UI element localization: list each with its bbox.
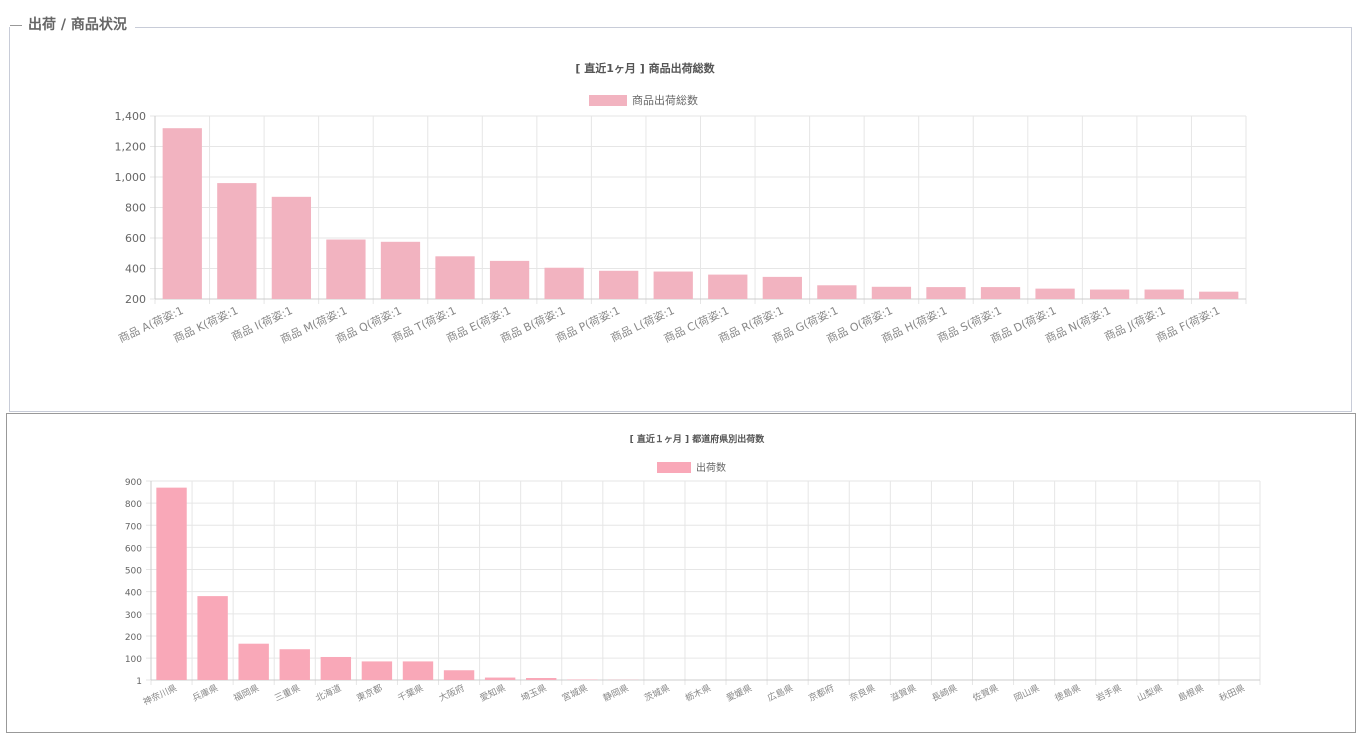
bar [526, 678, 557, 680]
prefecture-chart-panel: [ 直近１ヶ月 ] 都道府県別出荷数出荷数 1 100 200 300 400 500 600… [6, 413, 1356, 733]
bar [435, 256, 475, 299]
bar [361, 661, 393, 680]
x-tick-label: 兵庫県 [190, 682, 220, 704]
section-title: 出荷 / 商品状況 [28, 17, 127, 33]
bar [708, 274, 748, 299]
bar [1144, 289, 1184, 299]
bar [320, 656, 352, 680]
x-tick-label: 山梨県 [1135, 682, 1165, 704]
y-tick-label: 1,000 [115, 171, 147, 184]
y-tick-label: 100 [125, 655, 142, 665]
bar [326, 239, 366, 299]
legend-label: 出荷数 [696, 461, 726, 474]
y-tick-label: 400 [125, 263, 146, 276]
bar [871, 286, 912, 299]
x-tick-label: 岩手県 [1094, 682, 1124, 704]
x-tick-label: 茨城県 [642, 682, 672, 704]
x-tick-label: 島根県 [1176, 682, 1206, 704]
x-tick-label: 徳島県 [1053, 682, 1083, 704]
y-tick-label: 200 [125, 293, 146, 306]
x-tick-label: 長崎県 [930, 682, 960, 704]
bar [544, 267, 584, 299]
x-tick-label: 秋田県 [1217, 682, 1247, 704]
y-tick-label: 500 [125, 567, 142, 577]
bar [238, 643, 269, 680]
y-tick-label: 800 [125, 500, 142, 510]
section-frame [9, 27, 1352, 412]
y-tick-label: 1,200 [115, 141, 147, 154]
x-tick-label: 三重県 [272, 682, 302, 704]
y-tick-label: 300 [125, 611, 142, 621]
bar [271, 196, 312, 299]
y-tick-label: 400 [125, 589, 142, 599]
x-tick-label: 愛媛県 [724, 682, 754, 704]
bar [380, 241, 421, 299]
x-tick-label: 京都府 [806, 682, 836, 704]
bar [980, 287, 1021, 299]
bar [402, 661, 434, 680]
x-tick-label: 静岡県 [601, 682, 631, 704]
x-tick-label: 北海道 [314, 682, 344, 704]
bar [484, 677, 516, 680]
bar [489, 260, 530, 299]
bar [817, 285, 857, 299]
chart-title: [ 直近1ヶ月 ] 商品出荷総数 [575, 61, 715, 75]
bar [156, 487, 187, 680]
bar [1089, 289, 1130, 299]
y-tick-label: 600 [125, 232, 146, 245]
chart-title: [ 直近１ヶ月 ] 都道府県別出荷数 [630, 433, 766, 445]
bar [217, 183, 257, 299]
x-tick-label: 栃木県 [683, 682, 713, 704]
x-tick-label: 大阪府 [437, 682, 467, 704]
legend-swatch [589, 95, 627, 106]
bar [653, 271, 693, 299]
bar [1199, 291, 1239, 299]
y-tick-label: 900 [125, 478, 142, 488]
bar [162, 128, 202, 299]
x-tick-label: 広島県 [765, 682, 795, 704]
bar [762, 276, 802, 299]
x-tick-label: 神奈川県 [141, 682, 179, 708]
x-tick-label: 東京都 [355, 682, 385, 704]
bar [926, 287, 966, 299]
section-legend: 出荷 / 商品状況 [10, 16, 135, 34]
bar [197, 596, 228, 680]
x-tick-label: 愛知県 [478, 682, 508, 704]
bar [1035, 288, 1075, 299]
y-tick-label: 1,400 [115, 110, 147, 123]
y-tick-label: 1 [136, 677, 142, 687]
x-tick-label: 埼玉県 [519, 682, 549, 704]
y-tick-label: 800 [125, 202, 146, 215]
y-tick-label: 700 [125, 522, 142, 532]
x-tick-label: 滋賀県 [889, 682, 919, 704]
x-tick-label: 奈良県 [848, 682, 878, 704]
bar [599, 270, 639, 299]
y-tick-label: 200 [125, 633, 142, 643]
bar [443, 670, 475, 680]
y-tick-label: 600 [125, 544, 142, 554]
legend-label: 商品出荷総数 [632, 93, 698, 107]
legend-dash [10, 25, 22, 26]
bar [279, 649, 310, 680]
x-tick-label: 佐賀県 [971, 682, 1001, 704]
legend-swatch [657, 462, 691, 473]
x-tick-label: 宮城県 [560, 682, 590, 704]
x-tick-label: 岡山県 [1012, 683, 1041, 704]
x-tick-label: 福岡県 [231, 682, 261, 704]
x-tick-label: 千葉県 [396, 682, 426, 704]
